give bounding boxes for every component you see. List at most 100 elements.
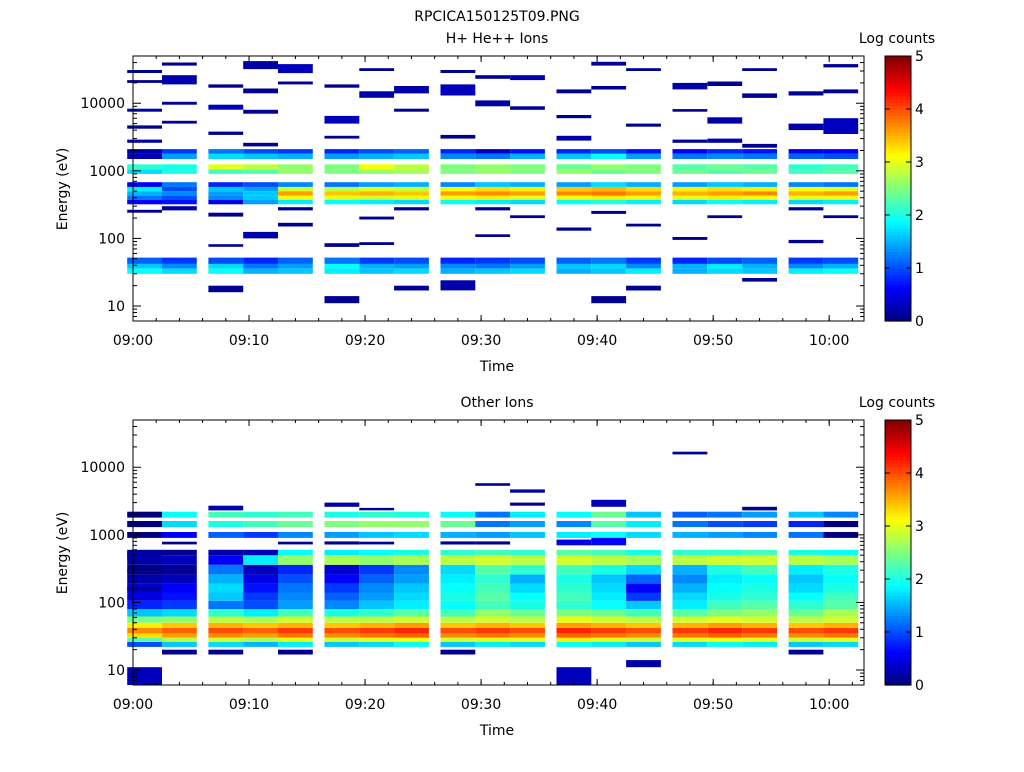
heatmap-cell: [475, 521, 511, 528]
heatmap-cell: [359, 268, 395, 274]
heatmap-cell: [788, 583, 824, 593]
heatmap-cell: [707, 532, 743, 538]
heatmap-cell: [440, 637, 476, 642]
heatmap-cell: [394, 149, 429, 154]
heatmap-cell: [510, 532, 545, 538]
heatmap-cell: [127, 200, 162, 205]
colorbar-segment: [885, 215, 911, 219]
heatmap-cell: [127, 164, 162, 170]
colorbar-segment: [885, 165, 911, 170]
heatmap-cell: [324, 642, 360, 647]
heatmap-cell: [742, 564, 777, 575]
heatmap-cell: [510, 169, 545, 174]
plot-frame: [132, 419, 865, 686]
heatmap-cell: [440, 280, 476, 291]
heatmap-cell: [591, 153, 627, 159]
heatmap-cell: [510, 555, 545, 565]
heatmap-cell: [324, 182, 360, 187]
heatmap-cell: [278, 609, 313, 617]
heatmap-cell: [672, 564, 708, 575]
heatmap-cell: [788, 207, 824, 211]
heatmap-cell: [127, 191, 162, 196]
colorbar-segment: [885, 615, 911, 620]
heatmap-cell: [510, 200, 545, 205]
heatmap-cell: [823, 642, 859, 647]
heatmap-cell: [788, 642, 824, 647]
colorbar: 0 1 2 3 4 5: [884, 49, 924, 330]
heatmap-cell: [162, 120, 197, 124]
heatmap-cell: [162, 186, 197, 192]
heatmap-cell: [591, 609, 627, 617]
heatmap-cell: [359, 592, 395, 601]
heatmap-cell: [626, 637, 661, 642]
heatmap-cell: [278, 627, 313, 634]
heatmap-cell: [707, 601, 743, 609]
colorbar-segment: [885, 423, 911, 428]
heatmap-cell: [359, 186, 395, 192]
colorbar-segment: [885, 449, 911, 454]
heatmap-cell: [208, 564, 244, 575]
heatmap-cell: [278, 541, 313, 545]
heatmap-cell: [591, 182, 627, 187]
heatmap-cell: [475, 268, 511, 274]
heatmap-cell: [162, 549, 197, 556]
heatmap-cell: [440, 70, 476, 73]
heatmap-cell: [475, 75, 511, 79]
heatmap-cell: [823, 263, 859, 269]
colorbar-tick-label: 3: [915, 155, 924, 171]
heatmap-cell: [707, 592, 743, 601]
heatmap-cell: [127, 153, 162, 159]
colorbar-segment: [885, 297, 911, 302]
heatmap-cell: [672, 268, 708, 274]
colorbar-segment: [885, 658, 911, 663]
heatmap-cell: [510, 583, 545, 593]
heatmap-cell: [475, 549, 511, 556]
heatmap-cell: [394, 622, 429, 628]
heatmap-cell: [394, 564, 429, 575]
heatmap-cell: [788, 268, 824, 274]
heatmap-cell: [788, 191, 824, 196]
heatmap-cell: [823, 633, 859, 638]
heatmap-cell: [243, 164, 278, 170]
colorbar-tick-label: 0: [915, 314, 924, 330]
heatmap-cell: [591, 521, 627, 528]
colorbar-segment: [885, 466, 911, 471]
heatmap-cell: [278, 195, 313, 200]
heatmap-cell: [475, 257, 511, 264]
heatmap-cell: [324, 153, 360, 159]
colorbar-segment: [885, 545, 911, 550]
heatmap-cell: [127, 182, 162, 187]
heatmap-cell: [510, 521, 545, 528]
heatmap-cell: [359, 149, 395, 154]
heatmap-cell: [359, 216, 395, 220]
x-tick-label: 09:40: [577, 333, 617, 349]
heatmap-cell: [440, 186, 476, 192]
heatmap-cell: [475, 574, 511, 584]
heatmap-cell: [278, 511, 313, 518]
heatmap-cell: [823, 601, 859, 609]
colorbar-segment: [885, 608, 911, 613]
heatmap-cell: [162, 622, 197, 628]
colorbar-segment: [885, 675, 911, 679]
heatmap-cell: [742, 622, 777, 628]
heatmap-cell: [324, 564, 360, 575]
heatmap-cell: [278, 616, 313, 623]
heatmap-cell: [440, 169, 476, 174]
heatmap-cell: [324, 195, 360, 200]
heatmap-cell: [359, 574, 395, 584]
heatmap-cell: [672, 627, 708, 634]
heatmap-cell: [278, 182, 313, 187]
heatmap-cell: [475, 637, 511, 642]
heatmap-cell: [208, 191, 244, 196]
heatmap-cell: [626, 268, 661, 274]
colorbar-segment: [885, 281, 911, 286]
heatmap-cell: [278, 637, 313, 642]
heatmap-cell: [626, 257, 661, 264]
heatmap-cell: [742, 592, 777, 601]
heatmap-cell: [626, 592, 661, 601]
heatmap-cell: [324, 200, 360, 205]
heatmap-cell: [359, 242, 395, 245]
heatmap-cell: [243, 642, 278, 647]
heatmap-cell: [278, 642, 313, 647]
heatmap-cell: [742, 609, 777, 617]
